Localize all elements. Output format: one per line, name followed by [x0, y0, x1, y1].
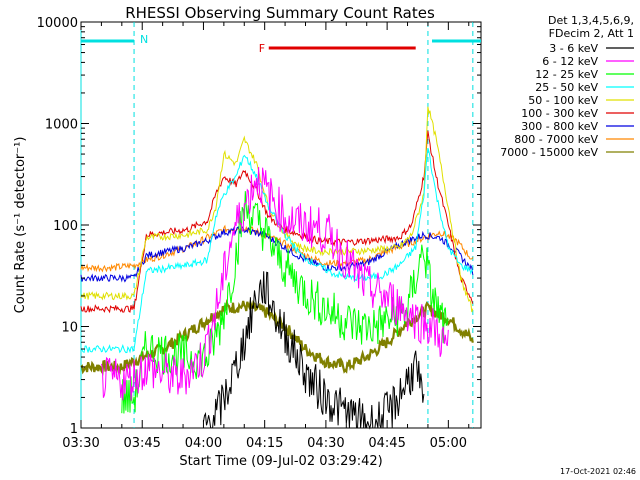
series-layer: [80, 106, 474, 430]
flare-label: F: [259, 42, 265, 55]
series-line: [202, 271, 425, 430]
x-tick-label: 04:00: [185, 436, 222, 451]
axes: 1 10 100 1000 10000 03:30 03:45 04:00 04:15 04:30…: [37, 16, 481, 451]
x-tick-label: 04:45: [368, 436, 405, 451]
series-line: [100, 166, 449, 401]
legend-entry-label: 100 - 300 keV: [521, 107, 598, 120]
y-tick-label: 100: [53, 219, 78, 234]
y-tick-label: 1000: [45, 118, 78, 133]
legend-entry-label: 12 - 25 keV: [535, 68, 598, 81]
x-tick-label: 04:15: [246, 436, 283, 451]
legend-entry-label: 50 - 100 keV: [528, 94, 598, 107]
legend-header-line-2: FDecim 2, Att 1: [549, 27, 634, 40]
legend-entry-label: 300 - 800 keV: [521, 120, 598, 133]
y-tick-label: 10000: [37, 16, 78, 31]
x-tick-label: 03:45: [123, 436, 160, 451]
legend-entry-label: 7000 - 15000 keV: [500, 146, 598, 159]
legend-entry-label: 6 - 12 keV: [542, 55, 598, 68]
legend-entry-label: 3 - 6 keV: [549, 42, 598, 55]
y-tick-label: 1: [70, 422, 78, 437]
chart-title: RHESSI Observing Summary Count Rates: [125, 4, 435, 22]
y-axis-label: Count Rate (s⁻¹ detector⁻¹): [13, 137, 28, 314]
legend-entry-label: 800 - 7000 keV: [514, 133, 598, 146]
legend: Det 1,3,4,5,6,9, FDecim 2, Att 1 3 - 6 k…: [500, 14, 634, 159]
legend-header-line-1: Det 1,3,4,5,6,9,: [548, 14, 634, 27]
legend-entry-label: 25 - 50 keV: [535, 81, 598, 94]
footer-date: 17-Oct-2021 02:46: [560, 467, 636, 476]
overlay-markers: NF: [80, 22, 481, 428]
night-label: N: [140, 33, 148, 46]
x-tick-label: 03:30: [62, 436, 99, 451]
x-tick-label: 04:30: [307, 436, 344, 451]
y-tick-label: 10: [61, 321, 78, 336]
series-line: [80, 224, 474, 273]
x-tick-label: 05:00: [430, 436, 467, 451]
x-axis-label: Start Time (09-Jul-02 03:29:42): [179, 454, 382, 469]
